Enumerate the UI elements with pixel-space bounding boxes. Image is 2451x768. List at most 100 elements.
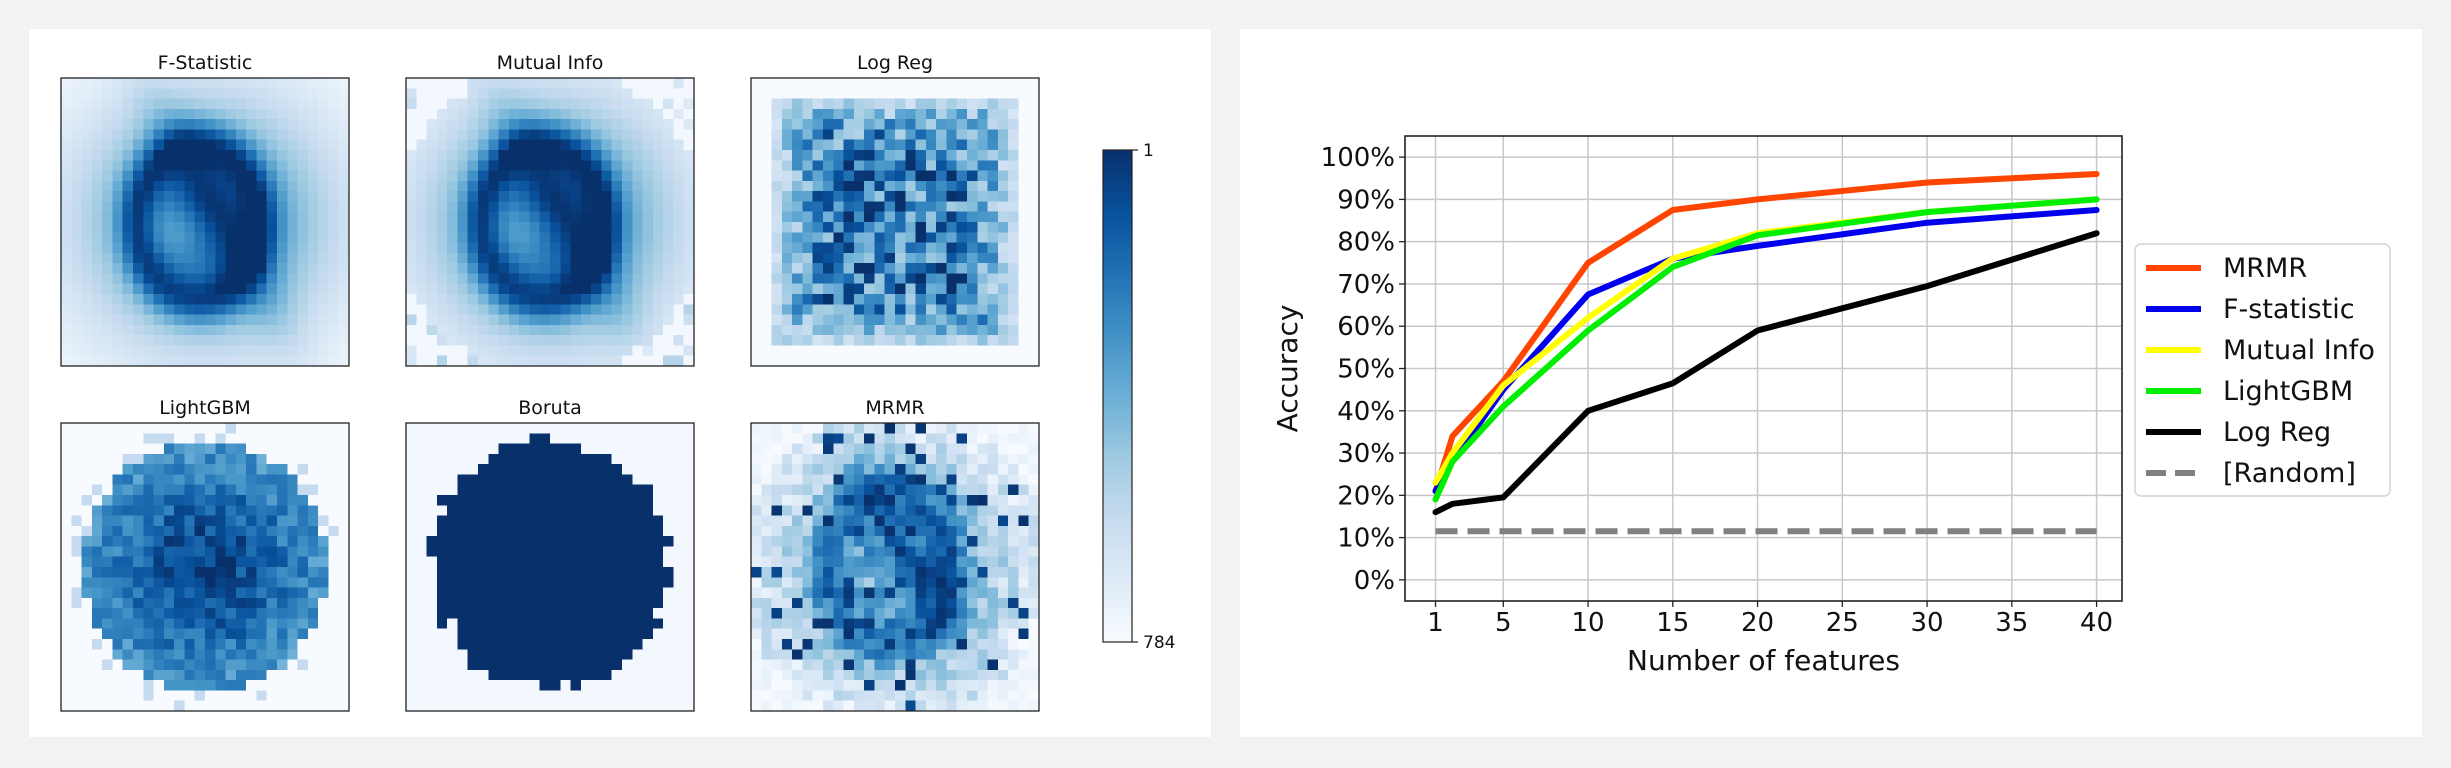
heatmap-cell [683, 314, 695, 326]
heatmap-cell [997, 252, 1009, 264]
heatmap-cell [936, 546, 947, 558]
heatmap-cell [987, 222, 999, 233]
heatmap-cell [174, 567, 185, 578]
heatmap-cell [823, 474, 834, 486]
heatmap-cell [853, 669, 865, 681]
heatmap-cell [519, 515, 530, 527]
heatmap-cell [843, 515, 855, 527]
heatmap-cell [457, 304, 469, 315]
heatmap-cell [539, 108, 551, 120]
heatmap-cell [812, 525, 824, 537]
heatmap-cell [1018, 180, 1030, 192]
heatmap-cell [946, 160, 958, 171]
heatmap-cell [508, 700, 520, 712]
heatmap-cell [143, 150, 154, 161]
heatmap-cell [102, 345, 113, 357]
heatmap-cell [81, 680, 93, 691]
heatmap-cell [406, 597, 417, 609]
heatmap-cell [406, 556, 417, 568]
heatmap-cell [488, 690, 499, 702]
heatmap-cell [967, 88, 978, 99]
heatmap-cell [478, 639, 489, 650]
heatmap-cell [194, 150, 206, 161]
heatmap-cell [508, 690, 520, 702]
heatmap-cell [601, 129, 613, 141]
heatmap-cell [771, 88, 783, 99]
heatmap-cell [488, 453, 499, 465]
heatmap-cell [550, 587, 561, 599]
heatmap-cell [112, 304, 124, 315]
heatmap-cell [781, 170, 793, 182]
heatmap-cell [519, 150, 530, 161]
heatmap-cell [683, 659, 695, 671]
heatmap-cell [539, 659, 551, 671]
heatmap-cell [297, 618, 309, 630]
heatmap-cell [133, 597, 144, 609]
heatmap-cell [328, 242, 340, 254]
heatmap-frame [60, 422, 350, 712]
heatmap-cell [297, 211, 309, 223]
heatmap-cell [673, 355, 685, 367]
heatmap-cell [457, 495, 469, 506]
heatmap-cell [905, 628, 916, 640]
heatmap-cell [457, 314, 469, 326]
heatmap-cell [519, 546, 530, 558]
heatmap-cell [874, 108, 886, 120]
heatmap-cell [529, 525, 541, 537]
heatmap-cell [967, 252, 978, 264]
heatmap-cell [297, 567, 309, 578]
heatmap-cell [478, 567, 489, 578]
heatmap-cell [771, 628, 783, 640]
heatmap-cell [153, 690, 165, 702]
heatmap-cell [102, 567, 113, 578]
heatmap-cell [406, 335, 417, 346]
heatmap-cell [761, 191, 772, 202]
heatmap-cell [884, 423, 896, 434]
heatmap-cell [1018, 263, 1030, 274]
heatmap-cell [61, 314, 72, 326]
heatmap-cell [652, 669, 664, 681]
heatmap-cell [936, 119, 947, 130]
heatmap-cell [864, 618, 875, 630]
heatmap-cell [277, 119, 288, 130]
heatmap-cell [591, 191, 602, 202]
heatmap-cell [956, 304, 968, 315]
heatmap-cell [133, 700, 144, 712]
heatmap-cell [601, 628, 613, 640]
heatmap-cell [843, 211, 855, 223]
heatmap-cell [426, 577, 438, 588]
heatmap-cell [184, 546, 196, 558]
heatmap-cell [781, 680, 793, 691]
heatmap-cell [508, 474, 520, 486]
heatmap-cell [751, 423, 762, 434]
heatmap-cell [1008, 78, 1019, 89]
heatmap-cell [307, 98, 319, 110]
heatmap-cell [833, 355, 844, 367]
heatmap-cell [225, 577, 237, 588]
heatmap-cell [297, 515, 309, 527]
heatmap-cell [539, 252, 551, 264]
heatmap-cell [987, 242, 999, 254]
heatmap-cell [447, 443, 458, 455]
heatmap-cell [1028, 484, 1040, 496]
heatmap-cell [580, 515, 592, 527]
heatmap-cell [307, 474, 319, 486]
heatmap-cell [194, 170, 206, 182]
heatmap-cell [761, 608, 772, 619]
heatmap-cell [416, 567, 427, 578]
heatmap-cell [874, 484, 886, 496]
heatmap-cell [1028, 639, 1040, 650]
heatmap-cell [977, 355, 988, 367]
heatmap-cell [529, 283, 541, 295]
heatmap-cell [457, 160, 469, 171]
heatmap-cell [601, 474, 613, 486]
heatmap-cell [833, 294, 844, 305]
heatmap-cell [652, 659, 664, 671]
heatmap-cell [266, 484, 278, 496]
heatmap-cell [307, 170, 319, 182]
heatmap-cell [194, 355, 206, 367]
heatmap-cell [508, 345, 520, 357]
heatmap-cell [307, 232, 319, 243]
heatmap-cell [467, 464, 479, 475]
heatmap-cell [266, 690, 278, 702]
